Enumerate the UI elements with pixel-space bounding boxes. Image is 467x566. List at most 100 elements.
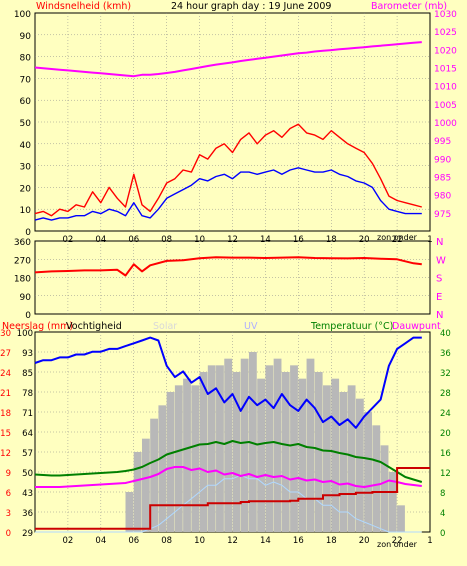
barometer-tick-label: 1030: [434, 10, 457, 20]
rain-tick-label: 15: [0, 429, 11, 439]
temperature-tick-label: 32: [440, 369, 451, 379]
compass-label: N: [436, 237, 443, 248]
x-tick-label: 06: [128, 536, 139, 546]
x-tick-label: 16: [293, 536, 304, 546]
x-tick-label: 04: [95, 536, 106, 546]
barometer-tick-label: 1000: [434, 119, 457, 129]
solar-bar: [380, 445, 389, 532]
solar-bar: [125, 492, 134, 532]
solar-bar: [248, 352, 257, 532]
dewpoint-axis-label: Dauwpunt: [392, 321, 441, 332]
temperature-tick-label: 8: [440, 489, 445, 499]
solar-bar: [257, 378, 266, 532]
barometer-tick-label: 1005: [434, 101, 457, 111]
sunset-note-2: zon onder: [377, 540, 418, 549]
x-tick-label: 08: [161, 536, 172, 546]
rain-tick-label: 0: [6, 529, 11, 539]
solar-bar: [133, 452, 142, 532]
humidity-tick-label: 36: [22, 509, 33, 519]
humidity-tick-label: 64: [22, 429, 33, 439]
humidity-tick-label: 93: [22, 349, 33, 359]
humidity-tick-label: 78: [22, 389, 33, 399]
humidity-axis-label: Vochtigheid: [66, 321, 122, 332]
solar-bar: [174, 385, 183, 532]
temperature-tick-label: 20: [440, 429, 451, 439]
rain-tick-label: 3: [6, 509, 11, 519]
x-tick-label: 14: [260, 235, 271, 245]
solar-bar: [355, 398, 364, 532]
rain-tick-label: 24: [0, 369, 11, 379]
barometer-tick-label: 985: [434, 174, 451, 184]
wind-tick-label: 0: [25, 228, 31, 238]
x-tick-label: 10: [194, 536, 205, 546]
wind-tick-label: 80: [20, 54, 32, 64]
x-tick-label: 1: [427, 536, 432, 546]
direction-tick-label: 270: [14, 256, 31, 266]
series-direction: [34, 256, 422, 277]
solar-bar: [158, 405, 167, 532]
solar-bar: [372, 425, 381, 532]
x-tick-label: 20: [359, 235, 370, 245]
temperature-tick-label: 4: [440, 509, 445, 519]
wind-tick-label: 70: [20, 75, 32, 85]
x-tick-label: 18: [326, 536, 337, 546]
solar-bar: [298, 378, 307, 532]
direction-tick-label: 0: [25, 311, 31, 321]
temperature-tick-label: 16: [440, 449, 451, 459]
temperature-tick-label: 24: [440, 409, 451, 419]
wind-tick-label: 90: [20, 32, 32, 42]
x-tick-label: 12: [227, 536, 238, 546]
temperature-tick-label: 40: [440, 329, 451, 339]
solar-bar: [216, 365, 224, 532]
compass-label: E: [436, 292, 442, 303]
solar-bar: [364, 412, 372, 532]
rain-tick-label: 6: [6, 489, 11, 499]
x-tick-label: 02: [63, 235, 74, 245]
wind-tick-label: 20: [20, 184, 32, 194]
barometer-tick-label: 975: [434, 210, 451, 220]
solar-bar: [397, 505, 405, 532]
solar-bar: [141, 438, 150, 532]
rain-tick-label: 27: [0, 349, 11, 359]
solar-bar: [281, 372, 290, 532]
rain-tick-label: 18: [0, 409, 11, 419]
solar-bar: [224, 358, 233, 532]
temperature-tick-label: 0: [440, 529, 445, 539]
x-tick-label: 04: [95, 235, 106, 245]
rain-axis-label: Neerslag (mm): [2, 321, 73, 332]
chart-marks: 02 04 06 08 10 12 14 16 18 20 22 102 04 06 08 10 12 14 16 1…: [0, 10, 457, 546]
wind-tick-label: 50: [20, 119, 32, 129]
chart-title: 24 hour graph day : 19 June 2009: [171, 1, 331, 12]
wind-tick-label: 10: [20, 206, 32, 216]
temperature-tick-label: 28: [440, 389, 451, 399]
series-gust: [34, 123, 422, 217]
solar-bar: [265, 365, 274, 532]
rain-tick-label: 9: [6, 469, 11, 479]
temperature-tick-label: 12: [440, 469, 451, 479]
solar-bar: [273, 358, 282, 532]
solar-bar: [339, 392, 348, 532]
direction-tick-label: 360: [14, 238, 31, 248]
x-tick-label: 12: [227, 235, 238, 245]
x-tick-label: 18: [326, 235, 337, 245]
humidity-tick-label: 57: [22, 449, 33, 459]
series-dewpoint: [35, 466, 422, 488]
solar-bar: [232, 372, 241, 532]
compass-label: W: [436, 255, 446, 266]
rain-tick-label: 21: [0, 389, 11, 399]
humidity-tick-label: 85: [22, 369, 33, 379]
barometer-tick-label: 1020: [434, 46, 457, 56]
x-tick-label: 22: [392, 235, 403, 245]
series-uv: [35, 474, 422, 533]
compass-label: S: [436, 274, 442, 285]
series-humidity: [34, 336, 422, 429]
sunset-note-1: zon onder: [377, 233, 418, 242]
wind-axis-label: Windsnelheid (kmh): [36, 1, 131, 12]
x-tick-label: 1: [427, 235, 432, 245]
solar-bar: [347, 385, 356, 532]
humidity-tick-label: 71: [22, 409, 33, 419]
x-tick-label: 22: [392, 536, 403, 546]
wind-tick-label: 30: [20, 163, 32, 173]
barometer-tick-label: 1010: [434, 83, 457, 93]
